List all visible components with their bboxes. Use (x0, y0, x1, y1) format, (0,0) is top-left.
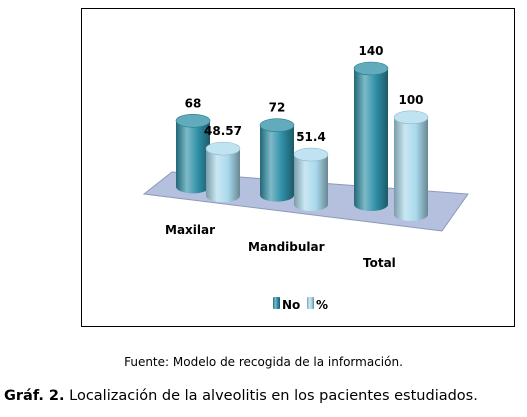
data-label-No-total: 140 (358, 44, 383, 58)
legend: No% (273, 297, 328, 312)
bar-%-maxilar (205, 141, 241, 203)
figure-caption: Gráf. 2. Localización de la alveolitis e… (4, 388, 527, 404)
source-note: Fuente: Modelo de recogida de la informa… (124, 355, 403, 369)
legend-label-%: % (316, 298, 328, 312)
data-label-%-total: 100 (398, 93, 423, 107)
bar-%-mandibular (293, 147, 329, 212)
bar-No-total (353, 61, 389, 211)
bar-No-maxilar (175, 113, 211, 194)
category-label-total: Total (363, 256, 396, 270)
chart-frame: 68 48.57 72 51.4 140 100 Maxilar Mandibular Tota… (81, 8, 515, 327)
data-label-No-mandibular: 72 (269, 101, 286, 115)
bar-%-total (393, 110, 429, 221)
category-label-mandibular: Mandibular (248, 240, 325, 254)
data-label-No-maxilar: 68 (185, 96, 202, 110)
legend-label-No: No (282, 298, 300, 312)
bar-No-mandibular (259, 118, 295, 202)
data-label-%-maxilar: 48.57 (204, 124, 242, 138)
caption-text: Localización de la alveolitis en los pac… (64, 388, 478, 404)
legend-swatch-No (273, 297, 280, 309)
caption-label: Gráf. 2. (4, 388, 65, 404)
category-label-maxilar: Maxilar (165, 223, 215, 237)
legend-swatch-% (307, 297, 314, 309)
data-label-%-mandibular: 51.4 (296, 130, 326, 144)
